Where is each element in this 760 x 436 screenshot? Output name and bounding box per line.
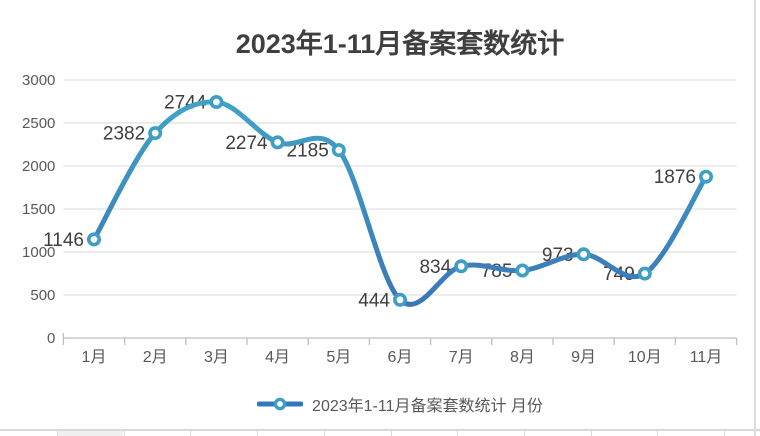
x-axis-label: 2月	[143, 349, 168, 366]
data-point-marker	[270, 135, 285, 150]
y-axis-label: 1000	[22, 244, 55, 261]
data-label: 1146	[43, 230, 84, 251]
legend-series-marker-icon	[257, 397, 304, 411]
x-axis-label: 5月	[326, 349, 351, 366]
chart-title: 2023年1-11月备案套数统计	[235, 29, 565, 59]
data-label: 2274	[225, 133, 268, 154]
x-axis-label: 4月	[265, 349, 290, 366]
spreadsheet-cell-border-tick	[657, 431, 659, 436]
x-axis-label: 8月	[510, 349, 535, 366]
spreadsheet-cell-border-tick	[590, 431, 592, 436]
x-axis-label: 1月	[82, 349, 107, 366]
data-label: 444	[358, 290, 390, 311]
spreadsheet-cell-border-tick	[257, 431, 259, 436]
data-point-marker	[515, 263, 530, 278]
spreadsheet-cell-border-tick	[57, 431, 58, 436]
spreadsheet-cell-border-tick	[724, 431, 725, 436]
data-label: 1876	[654, 167, 696, 188]
y-axis-label: 3000	[22, 72, 55, 89]
y-axis-label: 0	[47, 330, 55, 347]
spreadsheet-cell-border-tick	[323, 431, 325, 436]
spreadsheet-selected-cell-fill	[58, 431, 123, 436]
data-point-marker	[698, 169, 713, 184]
data-point-marker	[637, 266, 652, 281]
data-point-marker	[148, 126, 163, 141]
data-label: 2185	[287, 141, 329, 162]
spreadsheet-cell-border-tick	[190, 431, 192, 436]
y-axis-label: 2500	[22, 115, 55, 132]
data-point-marker	[576, 247, 591, 262]
spreadsheet-cell-border-tick	[523, 431, 525, 436]
spreadsheet-cell-border-tick	[457, 431, 459, 436]
data-point-marker	[392, 292, 407, 307]
data-point-marker	[331, 143, 346, 158]
x-axis-label: 11月	[690, 349, 723, 366]
chart-legend: 2023年1-11月备案套数统计 月份	[40, 392, 760, 416]
data-label: 834	[419, 257, 451, 278]
spreadsheet-column-border	[754, 0, 756, 436]
spreadsheet-cell-border-tick	[390, 431, 392, 436]
spreadsheet-cell-border-tick	[123, 431, 125, 436]
data-label: 2744	[164, 93, 207, 114]
x-axis-label: 9月	[571, 349, 596, 366]
spreadsheet-cell-borders	[0, 431, 760, 436]
x-axis-label: 3月	[204, 349, 229, 366]
data-point-marker	[209, 95, 224, 110]
x-axis-label: 10月	[628, 349, 662, 366]
data-label: 2382	[103, 124, 145, 145]
spreadsheet-row-border	[0, 429, 760, 431]
y-axis-label: 500	[30, 287, 55, 304]
x-axis-label: 6月	[388, 349, 413, 366]
data-point-marker	[454, 259, 469, 274]
y-axis-label: 1500	[22, 201, 55, 218]
y-axis-label: 2000	[22, 158, 55, 175]
legend-series-label: 2023年1-11月备案套数统计 月份	[312, 398, 543, 415]
data-point-marker	[87, 232, 102, 247]
x-axis-label: 7月	[449, 349, 474, 366]
